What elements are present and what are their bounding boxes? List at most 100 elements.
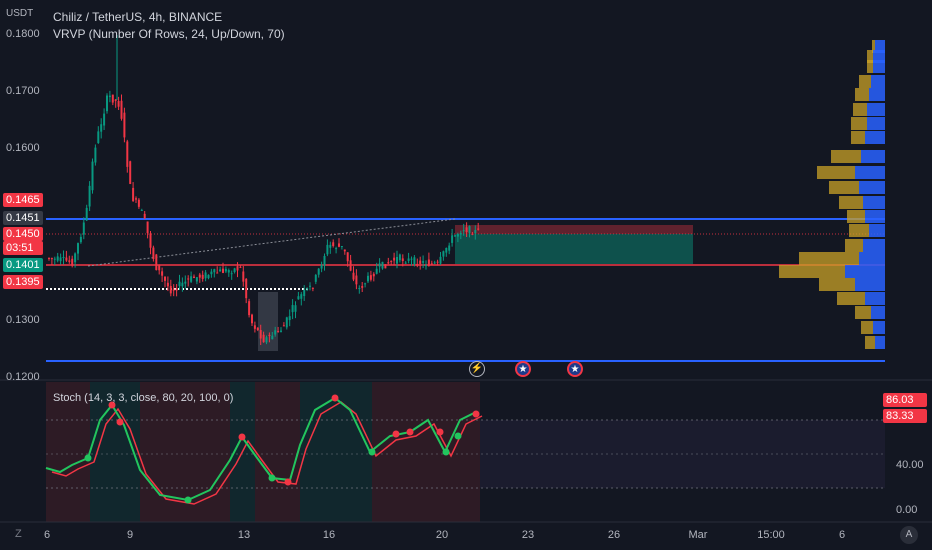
candle-body	[239, 266, 242, 268]
us-flag-icon[interactable]: ★	[515, 361, 531, 377]
candle-body	[149, 233, 152, 248]
time-label: 6	[43, 529, 51, 541]
candle-body	[120, 100, 123, 119]
candle-body	[190, 276, 193, 282]
candle-body	[381, 261, 384, 269]
candle-body	[91, 161, 94, 191]
candle-body	[294, 305, 297, 312]
candle-body	[456, 234, 459, 237]
candle-body	[158, 264, 161, 271]
volume-bar-up	[855, 166, 885, 179]
candle-body	[358, 287, 361, 289]
volume-bar-up	[855, 278, 885, 291]
time-label: Mar	[688, 529, 708, 541]
vrvp-indicator-title[interactable]: VRVP (Number Of Rows, 24, Up/Down, 70)	[53, 27, 285, 41]
candle-body	[251, 314, 253, 324]
candle-body	[311, 287, 314, 289]
candle-body	[207, 274, 210, 279]
candle-body	[94, 147, 97, 163]
candle-body	[451, 235, 454, 243]
candle-body	[297, 296, 300, 300]
candle-body	[187, 278, 190, 280]
candle-body	[459, 233, 462, 235]
candlesticks	[48, 35, 480, 345]
candle-body	[277, 330, 280, 332]
candle-body	[59, 257, 62, 262]
auto-scale-icon[interactable]: A	[900, 526, 918, 544]
candle-body	[152, 247, 155, 260]
price-tick: 0.1700	[6, 85, 40, 97]
stoch-tick: 0.00	[896, 504, 918, 516]
candle-body	[108, 95, 111, 98]
candle-body	[282, 325, 285, 327]
candle-body	[340, 246, 343, 248]
candle-body	[97, 131, 100, 144]
volume-bar-down	[839, 196, 863, 209]
time-label: 16	[322, 529, 336, 541]
candle-body	[364, 283, 367, 285]
candle-body	[53, 258, 56, 260]
stoch-k-value: 86.03	[883, 393, 927, 407]
candle-body	[427, 259, 430, 266]
candle-body	[111, 94, 114, 103]
stoch-cross-dot	[442, 448, 450, 456]
candle-body	[256, 327, 259, 331]
stoch-cross-dot	[454, 432, 462, 440]
candle-body	[106, 95, 108, 112]
candle-body	[430, 263, 433, 265]
candle-body	[271, 335, 274, 340]
candle-body	[222, 268, 224, 273]
candle-body	[285, 317, 288, 328]
stoch-background	[46, 382, 480, 522]
price-tag: 0.1401	[3, 258, 43, 272]
candle-body	[50, 258, 53, 260]
stoch-indicator-title[interactable]: Stoch (14, 3, 3, close, 80, 20, 100, 0)	[53, 392, 234, 404]
volume-bar-up	[863, 196, 885, 209]
time-label: 20	[435, 529, 449, 541]
candle-body	[320, 264, 323, 269]
lightning-icon[interactable]: ⚡	[469, 361, 485, 377]
candle-body	[367, 275, 369, 282]
candle-body	[349, 260, 352, 271]
candle-body	[384, 264, 387, 269]
stoch-tick: 40.00	[896, 459, 924, 471]
candle-body	[401, 258, 404, 262]
candle-body	[433, 262, 436, 264]
candle-body	[338, 243, 340, 247]
stoch-cross-dot	[184, 496, 192, 504]
candle-body	[164, 276, 166, 281]
candle-body	[303, 289, 306, 296]
candle-body	[82, 222, 85, 235]
candle-body	[419, 260, 422, 264]
candle-body	[236, 266, 239, 271]
candle-body	[352, 272, 355, 280]
volume-bar-down	[849, 224, 869, 237]
candle-body	[100, 124, 103, 132]
volume-bar-down	[831, 150, 861, 163]
candle-body	[306, 288, 309, 290]
price-tick: 0.1200	[6, 371, 40, 383]
price-tag: 0.1395	[3, 275, 43, 289]
us-flag-icon[interactable]: ★	[567, 361, 583, 377]
stoch-band	[46, 382, 90, 522]
candle-body	[178, 281, 181, 287]
volume-bar-up	[859, 181, 885, 194]
candle-body	[169, 286, 172, 294]
volume-bar-up	[873, 321, 885, 334]
symbol-title[interactable]: Chiliz / TetherUS, 4h, BINANCE	[53, 10, 223, 24]
candle-body	[448, 245, 451, 251]
candle-body	[216, 272, 219, 274]
timezone-toggle-icon[interactable]: Z	[15, 528, 22, 540]
candle-body	[204, 272, 207, 279]
candle-body	[140, 209, 143, 211]
volume-bar-down	[847, 210, 865, 223]
candle-body	[230, 273, 233, 275]
volume-bar-down	[845, 239, 863, 252]
volume-bar-up	[871, 306, 885, 319]
stoch-cross-dot	[436, 428, 444, 436]
candle-body	[265, 337, 268, 343]
volume-bar-down	[865, 336, 875, 349]
candle-body	[135, 198, 137, 200]
stoch-cross-dot	[392, 430, 400, 438]
